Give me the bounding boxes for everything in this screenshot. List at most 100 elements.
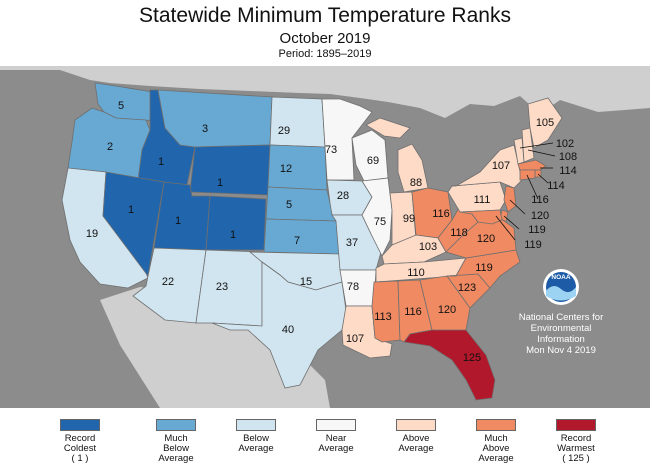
rank-label-mo: 37 bbox=[346, 237, 358, 249]
canada-land bbox=[0, 66, 650, 118]
legend-label: Above bbox=[402, 433, 430, 444]
us-state-rank-map: 5 2 19 1 1 3 1 1 1 22 23 29 12 5 7 15 40… bbox=[0, 66, 650, 408]
legend-swatch bbox=[60, 419, 100, 431]
rank-label-ms: 113 bbox=[374, 311, 392, 323]
rank-label-me: 105 bbox=[536, 117, 554, 129]
rank-label-ct: 116 bbox=[531, 194, 549, 206]
rank-label-in: 99 bbox=[403, 213, 415, 225]
legend-label: Average bbox=[478, 453, 514, 464]
legend-swatch bbox=[156, 419, 196, 431]
rank-label-ar: 78 bbox=[347, 281, 359, 293]
rank-label-co: 1 bbox=[230, 229, 236, 241]
legend-label: Near bbox=[325, 433, 347, 444]
rank-label-wi: 69 bbox=[367, 155, 379, 167]
state-mi-upper bbox=[365, 117, 411, 139]
rank-label-mt: 3 bbox=[202, 123, 208, 135]
legend-much-above: Much Above Average bbox=[456, 419, 536, 464]
legend-label: Below bbox=[163, 443, 189, 454]
map-subtitle: October 2019 bbox=[279, 30, 371, 47]
state-co bbox=[205, 195, 267, 251]
rank-label-ok: 15 bbox=[300, 276, 312, 288]
rank-label-wv: 118 bbox=[450, 227, 468, 239]
state-me bbox=[527, 97, 563, 149]
state-mt bbox=[157, 89, 273, 148]
rank-label-va: 120 bbox=[477, 233, 495, 245]
noaa-logo: NOAA bbox=[543, 269, 579, 305]
rank-label-ia: 28 bbox=[337, 190, 349, 202]
state-md bbox=[459, 209, 503, 225]
legend-swatch bbox=[476, 419, 516, 431]
credit-line-2: Environmental bbox=[531, 323, 592, 334]
state-tx bbox=[211, 261, 347, 389]
legend-label: ( 125 ) bbox=[562, 453, 590, 464]
credit-line-1: National Centers for bbox=[519, 312, 603, 323]
rank-label-nd: 29 bbox=[278, 125, 290, 137]
rank-label-ga: 120 bbox=[438, 304, 456, 316]
rank-label-vt: 102 bbox=[556, 138, 574, 150]
rank-label-sc: 123 bbox=[458, 282, 476, 294]
rank-label-wa: 5 bbox=[118, 100, 124, 112]
legend-swatch bbox=[396, 419, 436, 431]
noaa-logo-text: NOAA bbox=[551, 274, 570, 281]
state-nv bbox=[102, 171, 165, 277]
rank-label-az: 22 bbox=[162, 276, 174, 288]
legend-much-below: Much Below Average bbox=[136, 419, 216, 464]
state-nh bbox=[521, 127, 535, 163]
legend-near: Near Average bbox=[296, 419, 376, 454]
legend-swatch bbox=[556, 419, 596, 431]
rank-label-tn: 110 bbox=[407, 267, 425, 279]
legend-label: ( 1 ) bbox=[71, 453, 89, 464]
legend-label: Average bbox=[238, 443, 274, 454]
legend-label: Average bbox=[158, 453, 194, 464]
state-sd bbox=[267, 144, 328, 191]
period-label: Period: 1895–2019 bbox=[278, 48, 372, 60]
legend-label: Average bbox=[398, 443, 434, 454]
rank-label-tx: 40 bbox=[282, 324, 294, 336]
legend-label: Record bbox=[560, 433, 592, 444]
rank-label-la: 107 bbox=[346, 333, 364, 345]
rank-label-ma: 114 bbox=[559, 165, 577, 177]
legend-swatch bbox=[236, 419, 276, 431]
rank-label-il: 75 bbox=[374, 216, 386, 228]
state-nm bbox=[195, 249, 263, 327]
rank-label-mn: 73 bbox=[325, 144, 337, 156]
credit-line-4: Mon Nov 4 2019 bbox=[526, 345, 596, 356]
state-nd bbox=[269, 96, 326, 148]
rank-label-ri: 114 bbox=[547, 180, 565, 192]
state-ks bbox=[263, 218, 341, 255]
mexico-land bbox=[100, 287, 330, 408]
rank-label-mi: 88 bbox=[410, 177, 422, 189]
rank-label-or: 2 bbox=[107, 141, 113, 153]
legend-label: Much bbox=[164, 433, 188, 444]
rank-label-oh: 116 bbox=[432, 208, 450, 220]
state-fl bbox=[403, 329, 496, 401]
state-ct bbox=[519, 169, 536, 181]
rank-label-nc: 119 bbox=[475, 262, 493, 274]
credit-line-3: Information bbox=[537, 334, 585, 345]
rank-label-ky: 103 bbox=[419, 241, 437, 253]
rank-label-ne: 5 bbox=[286, 199, 292, 211]
legend-above: Above Average bbox=[376, 419, 456, 454]
rank-label-fl: 125 bbox=[463, 352, 481, 364]
rank-label-de: 119 bbox=[528, 224, 546, 236]
rank-label-pa: 111 bbox=[474, 194, 491, 206]
rank-label-wy: 1 bbox=[217, 177, 223, 189]
legend-label: Below bbox=[243, 433, 269, 444]
callout-lines bbox=[495, 142, 556, 241]
legend-label: Much bbox=[484, 433, 508, 444]
rank-label-sd: 12 bbox=[280, 163, 292, 175]
rank-label-ny: 107 bbox=[492, 160, 510, 172]
legend-label: Coldest bbox=[63, 443, 97, 454]
legend-below: Below Average bbox=[216, 419, 296, 454]
legend-record-coldest: Record Coldest ( 1 ) bbox=[40, 419, 120, 464]
rank-label-al: 116 bbox=[404, 306, 422, 318]
rank-label-ca: 19 bbox=[86, 228, 98, 240]
rank-label-nv: 1 bbox=[128, 204, 134, 216]
rank-label-nj: 120 bbox=[531, 210, 549, 222]
legend-swatch bbox=[316, 419, 356, 431]
rank-label-ks: 7 bbox=[294, 235, 300, 247]
legend-label: Average bbox=[318, 443, 354, 454]
state-ne bbox=[265, 186, 337, 222]
rank-label-nh: 108 bbox=[559, 151, 577, 163]
rank-label-nm: 23 bbox=[216, 281, 228, 293]
